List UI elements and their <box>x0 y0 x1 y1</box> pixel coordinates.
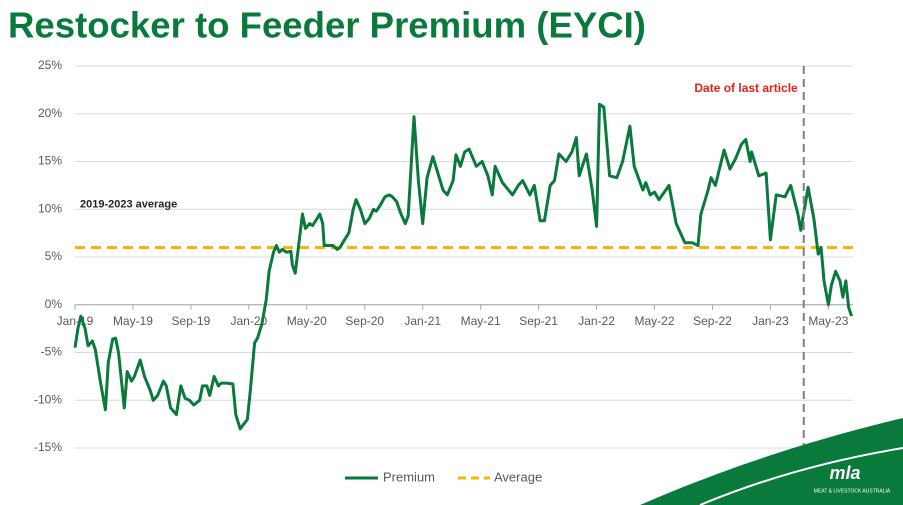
logo-text: mla <box>829 463 860 483</box>
y-tick-label: 0% <box>45 297 63 311</box>
x-tick-label: May-21 <box>461 314 501 328</box>
x-tick-label: Jan-21 <box>404 314 441 328</box>
y-tick-label: 15% <box>38 154 62 168</box>
chart-title: Restocker to Feeder Premium (EYCI) <box>8 5 646 46</box>
y-tick-label: 20% <box>38 106 62 120</box>
premium-line <box>73 102 854 431</box>
x-tick-label: Jan-23 <box>752 314 789 328</box>
y-tick-label: -10% <box>34 392 62 406</box>
x-tick-label: Sep-20 <box>345 314 384 328</box>
x-tick-label: May-20 <box>287 314 327 328</box>
x-tick-label: Jan-20 <box>231 314 268 328</box>
x-tick-label: Sep-19 <box>172 314 211 328</box>
x-tick-label: May-22 <box>635 314 675 328</box>
y-tick-label: 25% <box>38 58 62 72</box>
y-tick-label: 5% <box>45 249 63 263</box>
x-tick-label: Sep-22 <box>693 314 732 328</box>
x-tick-label: Jan-19 <box>57 314 94 328</box>
y-tick-label: -15% <box>34 440 62 454</box>
y-tick-label: 10% <box>38 201 62 215</box>
x-tick-label: May-23 <box>808 314 848 328</box>
x-tick-label: May-19 <box>113 314 153 328</box>
logo-stripe <box>699 447 903 505</box>
logo-subtitle: MEAT & LIVESTOCK AUSTRALIA <box>814 488 891 494</box>
x-tick-label: Jan-22 <box>578 314 615 328</box>
y-tick-label: -5% <box>41 345 63 359</box>
logo-swoosh <box>640 418 903 505</box>
annotation: Date of last article <box>694 81 798 95</box>
legend-label: Average <box>494 469 542 484</box>
legend-label: Premium <box>383 469 435 484</box>
average-label: 2019-2023 average <box>80 198 177 210</box>
x-tick-label: Sep-21 <box>519 314 558 328</box>
